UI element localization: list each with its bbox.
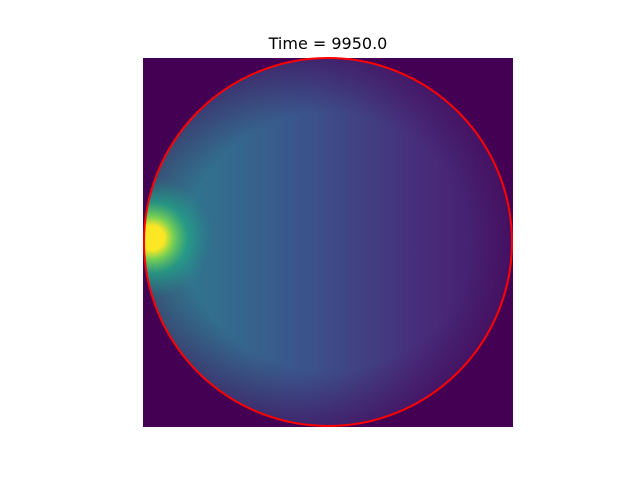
field <box>144 58 512 426</box>
chart-title: Time = 9950.0 <box>268 34 388 53</box>
hot-spot <box>144 178 263 298</box>
boundary-circle <box>143 57 513 427</box>
